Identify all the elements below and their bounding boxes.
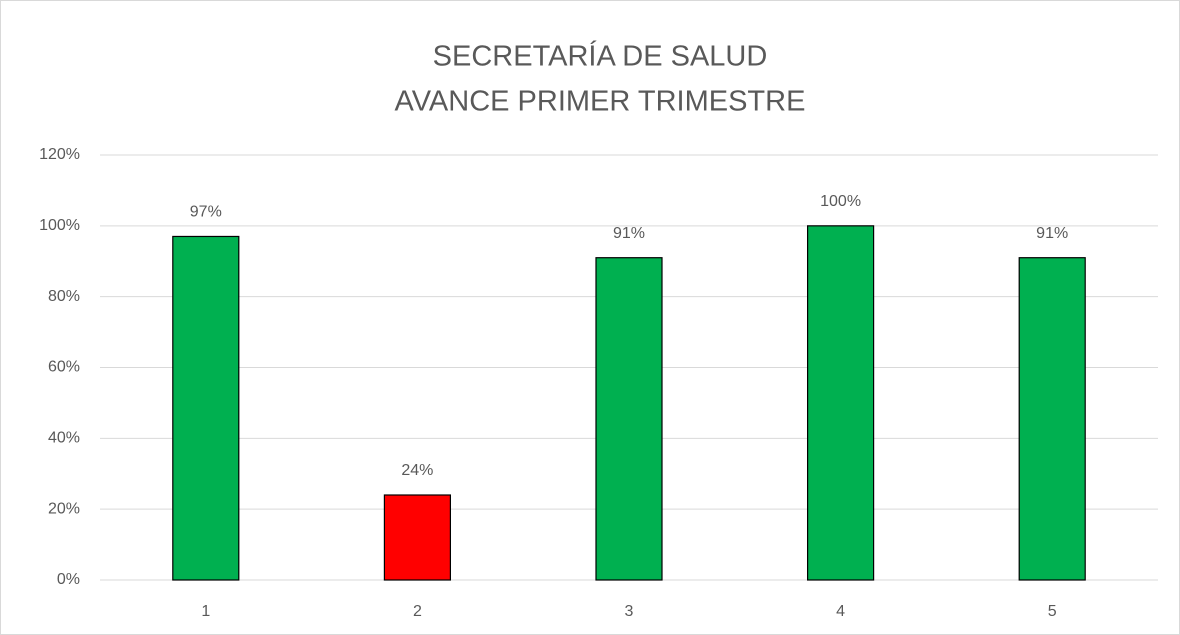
y-tick-label: 100% (39, 217, 80, 234)
data-label: 91% (613, 225, 645, 242)
y-tick-label: 40% (48, 430, 80, 447)
data-label: 100% (820, 193, 861, 210)
bar (595, 257, 663, 581)
chart-subtitle: AVANCE PRIMER TRIMESTRE (395, 86, 806, 118)
bar (172, 235, 240, 581)
bar (383, 494, 451, 581)
x-tick-label: 2 (413, 603, 422, 620)
data-label: 24% (401, 462, 433, 479)
y-tick-label: 60% (48, 359, 80, 376)
y-tick-label: 0% (57, 571, 80, 588)
bar (806, 225, 875, 581)
x-tick-label: 5 (1048, 603, 1057, 620)
y-tick-label: 20% (48, 500, 80, 517)
x-tick-label: 4 (836, 603, 845, 620)
x-tick-label: 1 (201, 603, 210, 620)
bar (1018, 257, 1086, 581)
chart-title: SECRETARÍA DE SALUD (433, 40, 768, 73)
data-label: 97% (190, 204, 222, 221)
y-tick-label: 80% (48, 288, 80, 305)
data-label: 91% (1036, 225, 1068, 242)
x-tick-label: 3 (625, 603, 634, 620)
y-tick-label: 120% (39, 146, 80, 163)
